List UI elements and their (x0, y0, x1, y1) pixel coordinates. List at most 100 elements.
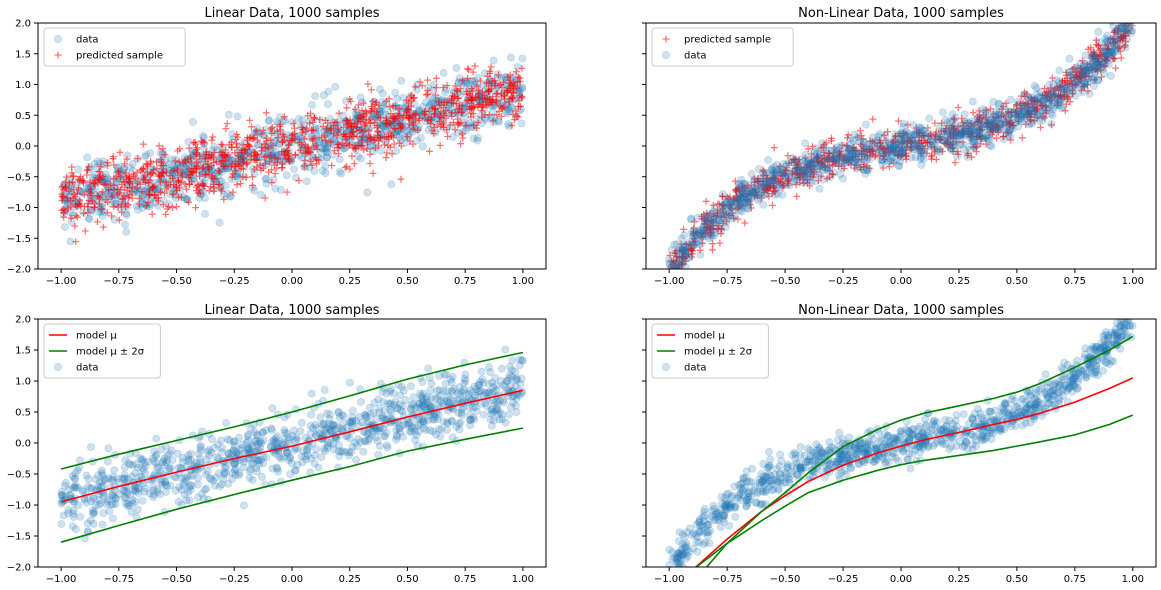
predicted-sample-point (117, 186, 125, 194)
predicted-sample-point (297, 146, 304, 154)
data-point (1047, 119, 1056, 128)
data-point (970, 137, 979, 146)
predicted-sample-point (302, 128, 309, 135)
predicted-sample-point (84, 200, 92, 208)
data-point (964, 142, 973, 151)
predicted-sample-point (346, 133, 353, 141)
data-point (383, 443, 392, 452)
predicted-sample-point (115, 168, 122, 176)
predicted-sample-point (488, 78, 496, 85)
predicted-sample-point (493, 111, 501, 119)
predicted-sample-point (178, 169, 186, 177)
predicted-sample-point (433, 74, 440, 82)
predicted-sample-point (370, 136, 378, 144)
predicted-sample-point (327, 126, 335, 134)
predicted-sample-point (443, 82, 451, 89)
data-point (380, 431, 389, 440)
predicted-sample-point (959, 119, 966, 126)
predicted-sample-point (338, 139, 346, 147)
data-point (401, 395, 410, 404)
data-point (302, 177, 311, 186)
predicted-sample-point (262, 160, 269, 168)
data-point (322, 153, 331, 162)
data-point (149, 490, 158, 499)
predicted-sample-point (405, 113, 412, 121)
predicted-sample-point (192, 204, 199, 211)
predicted-sample-point (189, 168, 197, 176)
data-point (122, 227, 131, 236)
predicted-sample-point (107, 180, 114, 188)
data-point (484, 379, 493, 388)
predicted-sample-point (334, 125, 342, 133)
predicted-sample-point (67, 197, 75, 205)
data-point (217, 447, 226, 456)
predicted-sample-point (406, 93, 414, 101)
predicted-sample-point (258, 130, 265, 138)
predicted-sample-point (427, 120, 434, 127)
data-point (184, 451, 193, 460)
predicted-sample-point (165, 203, 172, 211)
predicted-sample-point (296, 139, 304, 147)
predicted-sample-point (80, 191, 88, 199)
predicted-sample-point (130, 172, 138, 180)
predicted-sample-point (155, 142, 163, 150)
predicted-sample-point (340, 130, 348, 138)
data-point (404, 131, 413, 140)
data-point (104, 444, 113, 453)
predicted-sample-point (437, 123, 445, 130)
data-point (252, 464, 261, 473)
data-point (836, 170, 845, 179)
data-point (452, 64, 461, 73)
data-point (1055, 66, 1064, 75)
data-point (99, 508, 108, 517)
predicted-sample-point (359, 134, 366, 141)
predicted-sample-point (473, 124, 481, 132)
predicted-sample-point (479, 88, 486, 96)
predicted-sample-point (426, 147, 433, 155)
data-point (262, 175, 271, 184)
data-point (427, 379, 436, 388)
data-point (356, 397, 365, 406)
data-point (324, 87, 333, 96)
data-point (280, 426, 289, 435)
data-point (469, 134, 478, 143)
data-point (57, 520, 66, 529)
predicted-sample-point (501, 95, 508, 103)
data-point (504, 410, 513, 419)
predicted-sample-point (128, 188, 136, 196)
data-point (318, 166, 327, 175)
predicted-sample-point (350, 133, 357, 140)
predicted-sample-point (444, 133, 451, 140)
predicted-sample-point (412, 110, 420, 118)
predicted-sample-point (430, 124, 438, 131)
predicted-sample-point (247, 152, 255, 160)
data-point (352, 455, 361, 464)
predicted-sample-point (162, 185, 170, 193)
predicted-sample-point (335, 141, 343, 148)
predicted-sample-point (99, 223, 107, 231)
data-point (307, 389, 316, 398)
data-point (489, 416, 498, 425)
predicted-sample-point (169, 190, 177, 198)
predicted-sample-point (969, 109, 977, 116)
data-point (271, 184, 280, 193)
predicted-sample-point (185, 165, 193, 173)
data-point (1065, 54, 1074, 63)
data-point (982, 131, 991, 140)
data-point (418, 142, 427, 151)
y-tick-label: −0.5 (7, 172, 31, 183)
data-point (498, 415, 507, 424)
data-point (219, 470, 228, 479)
data-point (1103, 37, 1112, 46)
predicted-sample-point (300, 162, 308, 170)
predicted-sample-point (273, 127, 281, 135)
data-point (307, 410, 316, 419)
data-point (1081, 66, 1090, 75)
data-point (256, 190, 265, 199)
data-point (823, 166, 832, 175)
predicted-sample-point (371, 119, 378, 127)
predicted-sample-point (121, 160, 128, 168)
data-point (312, 445, 321, 454)
data-point (665, 255, 674, 264)
predicted-sample-point (474, 119, 482, 126)
